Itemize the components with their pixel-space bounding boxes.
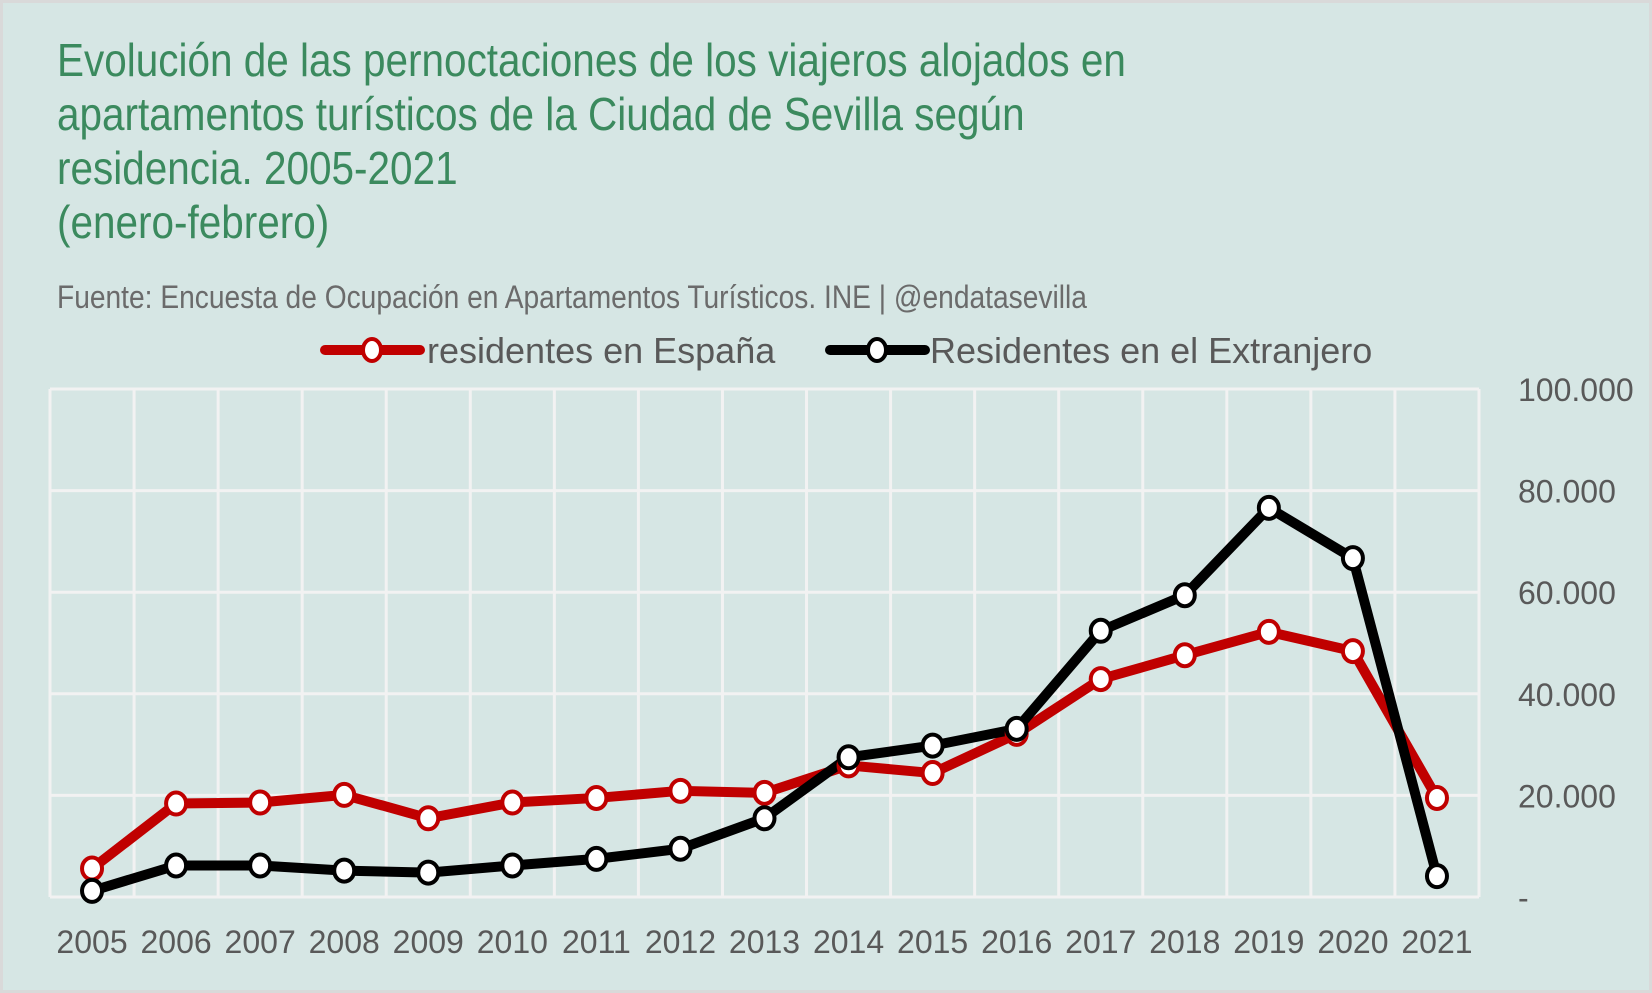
- data-point-series-2: [500, 852, 525, 879]
- y-tick-label: 20.000: [1518, 778, 1616, 814]
- x-tick-label: 2011: [562, 924, 631, 960]
- y-tick-label: 40.000: [1518, 677, 1616, 713]
- data-point-series-1: [80, 855, 105, 882]
- data-point-series-1: [1256, 618, 1281, 645]
- data-point-series-2: [668, 835, 693, 862]
- x-tick-label: 2012: [645, 924, 716, 960]
- x-tick-label: 2008: [309, 924, 380, 960]
- x-tick-label: 2021: [1401, 924, 1472, 960]
- x-tick-label: 2010: [477, 924, 548, 960]
- x-tick-label: 2009: [393, 924, 464, 960]
- x-tick-label: 2020: [1317, 924, 1388, 960]
- y-tick-label: 100.000: [1518, 372, 1634, 408]
- x-tick-label: 2018: [1149, 924, 1220, 960]
- legend-label-1: residentes en España: [427, 330, 776, 371]
- data-point-series-1: [332, 781, 357, 808]
- series-line-1: [87, 626, 1442, 874]
- title-line-4: (enero-febrero): [57, 196, 330, 248]
- y-tick-label: 60.000: [1518, 575, 1616, 611]
- title-line-1: Evolución de las pernoctaciones de los v…: [57, 34, 1126, 86]
- data-point-series-1: [416, 805, 441, 832]
- title-line-2: apartamentos turísticos de la Ciudad de …: [57, 88, 1025, 140]
- y-tick-label: -: [1518, 880, 1529, 916]
- data-point-series-2: [1004, 715, 1029, 742]
- x-tick-label: 2007: [225, 924, 296, 960]
- data-point-series-2: [1256, 494, 1281, 521]
- data-point-series-2: [1424, 863, 1449, 890]
- data-point-series-2: [332, 857, 357, 884]
- chart-frame: Evolución de las pernoctaciones de los v…: [3, 3, 1649, 990]
- data-point-series-2: [920, 732, 945, 759]
- data-point-series-2: [80, 877, 105, 904]
- data-point-series-2: [1088, 617, 1113, 644]
- data-point-series-1: [1340, 638, 1365, 665]
- data-point-series-2: [584, 845, 609, 872]
- x-tick-label: 2006: [140, 924, 211, 960]
- data-point-series-2: [164, 852, 189, 879]
- title-line-3: residencia. 2005-2021: [57, 142, 458, 194]
- data-point-series-1: [920, 760, 945, 787]
- x-tick-label: 2016: [981, 924, 1052, 960]
- legend-marker-2: [866, 337, 888, 363]
- data-point-series-2: [416, 859, 441, 886]
- data-point-series-1: [752, 779, 777, 806]
- x-tick-label: 2014: [813, 924, 884, 960]
- legend-marker-1: [361, 337, 383, 363]
- data-point-series-1: [164, 790, 189, 817]
- data-point-series-2: [248, 852, 273, 879]
- x-tick-label: 2005: [56, 924, 127, 960]
- data-point-series-1: [248, 789, 273, 816]
- legend-label-2: Residentes en el Extranjero: [930, 330, 1372, 371]
- data-point-series-1: [668, 777, 693, 804]
- data-point-series-1: [1088, 666, 1113, 693]
- data-point-series-2: [1172, 582, 1197, 609]
- y-tick-label: 80.000: [1518, 474, 1616, 510]
- series-line-2: [87, 502, 1442, 896]
- x-tick-label: 2017: [1065, 924, 1136, 960]
- data-point-series-2: [1340, 545, 1365, 572]
- x-tick-label: 2013: [729, 924, 800, 960]
- data-point-series-1: [500, 789, 525, 816]
- data-point-series-2: [836, 744, 861, 771]
- data-point-series-1: [584, 784, 609, 811]
- data-point-series-1: [1172, 642, 1197, 669]
- data-point-series-2: [752, 805, 777, 832]
- chart-subtitle: Fuente: Encuesta de Ocupación en Apartam…: [57, 279, 1087, 315]
- chart-title: Evolución de las pernoctaciones de los v…: [57, 33, 1126, 249]
- x-tick-label: 2019: [1233, 924, 1304, 960]
- data-point-series-1: [1424, 784, 1449, 811]
- x-tick-label: 2015: [897, 924, 968, 960]
